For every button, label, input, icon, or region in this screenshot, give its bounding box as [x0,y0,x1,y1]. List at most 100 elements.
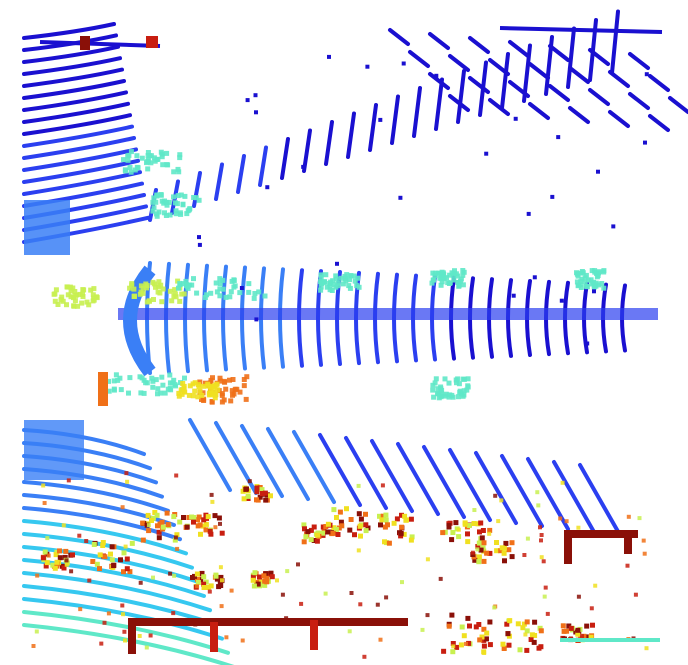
vehicle-point [160,162,166,168]
vehicle-point [154,193,160,199]
vehicle-point [145,157,151,163]
scan-line-upper [192,171,202,208]
vegetation-point [263,497,269,503]
vehicle-point [347,277,352,283]
scan-line-lower [396,442,440,516]
vegetation-point [257,574,262,580]
vehicle-point [90,292,96,298]
scatter-point [148,633,153,638]
vehicle-point [51,291,57,297]
vehicle-point [591,283,597,289]
vehicle-point [324,284,330,290]
vegetation-point [459,624,465,630]
vegetation-point [90,559,96,564]
vehicle-point [578,279,584,285]
vehicle-point [139,155,145,161]
vehicle-point [156,279,162,285]
scatter-point [173,535,178,540]
scan-line-lower [240,424,284,498]
scatter-point [120,505,125,510]
vehicle-point [342,273,348,279]
vehicle-point [219,391,225,397]
vegetation-point [404,517,409,523]
scan-line-top-wall [468,36,490,54]
scan-line-top-wall [648,114,670,132]
vehicle-point [127,165,133,170]
vehicle-point [209,399,215,405]
vehicle-point [596,269,602,275]
vehicle-point [243,396,249,402]
scatter-point-far [254,317,259,322]
vehicle-point [155,391,160,397]
vegetation-point [449,612,455,618]
scatter-point [41,483,46,488]
vehicle-point [134,164,140,170]
scan-line-upper [280,137,290,180]
vehicle-point [67,284,73,290]
vehicle-point [164,150,170,156]
scatter-point [362,654,367,659]
vegetation-point [450,641,456,646]
vehicle-point [252,291,258,296]
vehicle-point [149,375,155,381]
scatter-point [99,641,104,646]
vehicle-point [111,387,117,393]
vegetation-point [480,528,486,533]
vehicle-point [164,202,170,208]
vegetation-point [363,511,368,517]
vehicle-point [160,382,166,388]
vehicle-point [348,273,354,279]
vegetation-point [57,555,63,561]
ground-ring-layer [22,22,235,665]
vehicle-point [601,269,607,275]
vehicle-point [141,390,147,396]
vegetation-point [244,486,249,492]
scatter-point [358,602,363,607]
vehicle-point [151,195,157,201]
scan-line-lower [474,451,518,525]
vehicle-point [429,280,435,286]
vehicle-point [204,292,210,298]
vehicle-point [55,302,61,307]
vegetation-point [481,558,487,564]
vegetation-point [408,537,414,543]
ground-ring-arc [22,101,130,124]
vegetation-point [383,512,389,518]
vehicle-point [169,380,175,386]
vehicle-point [223,386,229,392]
pole-structure-top [80,36,90,50]
scan-line-upper [390,94,400,145]
vegetation-point [528,637,534,642]
scatter-point [384,595,389,600]
vegetation-point [250,577,256,583]
vehicle-point [217,276,223,282]
scatter-point [349,591,354,595]
scan-line-top-wall [628,52,650,70]
ground-ring-arc-lower [22,571,212,613]
scatter-point [323,591,328,596]
vegetation-point [584,623,590,629]
scatter-point [218,521,222,526]
scatter-point-far [197,235,201,240]
vehicle-point [177,152,183,158]
road-near-arc [123,265,156,377]
scatter-point [560,480,565,485]
vehicle-point [584,284,590,290]
scatter-point [451,644,456,649]
vegetation-point [521,621,527,627]
vegetation-point [42,549,48,555]
vehicle-point [169,298,175,304]
scan-line-top-wall [388,28,410,46]
vegetation-point [172,537,178,543]
scatter-point [46,553,51,558]
vehicle-point [111,378,117,384]
vehicle-point [118,387,124,393]
vehicle-point [251,295,257,301]
vegetation-point [504,621,510,627]
vegetation-point [386,540,392,546]
bench-structure-leg [564,530,572,564]
vehicle-point [574,279,580,285]
vegetation-point [440,530,446,536]
scan-line-top-left-edge [39,40,161,48]
vehicle-point [71,295,76,301]
